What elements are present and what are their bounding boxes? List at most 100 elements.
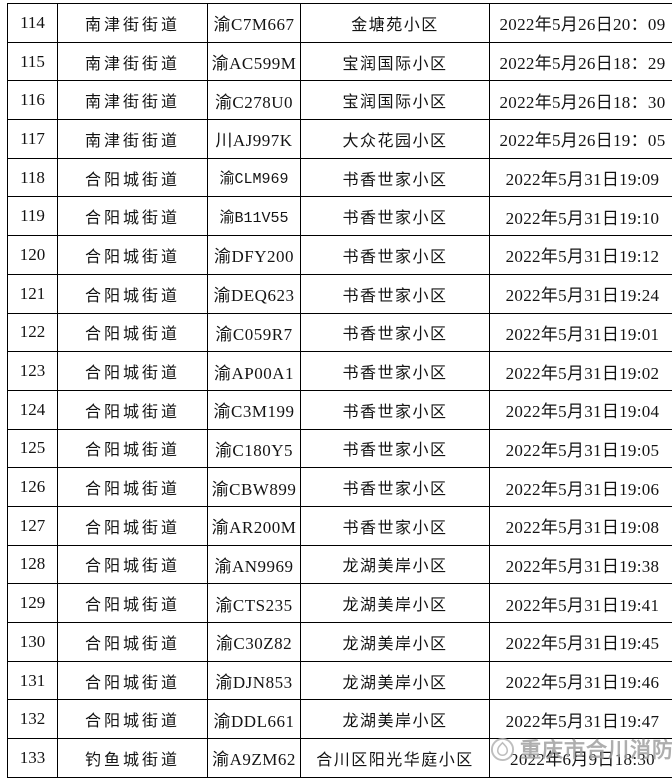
row-number: 131: [7, 660, 58, 701]
table-row: 126 合阳城街道 渝CBW899 书香世家小区 2022年5月31日19:06: [7, 467, 672, 507]
community-name: 宝润国际小区: [300, 80, 490, 121]
table-row: 122 合阳城街道 渝C059R7 书香世家小区 2022年5月31日19:01: [7, 312, 672, 353]
row-number: 115: [7, 41, 58, 82]
license-plate: 渝A9ZM62: [207, 738, 301, 778]
street-name: 南津街街道: [57, 41, 208, 82]
vehicle-record-table: 114 南津街街道 渝C7M667 金塘苑小区 2022年5月26日20：09 …: [7, 3, 672, 778]
row-number: 120: [7, 235, 58, 275]
row-number: 126: [7, 467, 58, 507]
row-number: 132: [7, 699, 58, 740]
record-datetime: 2022年5月26日18：29: [489, 41, 672, 82]
table-row: 125 合阳城街道 渝C180Y5 书香世家小区 2022年5月31日19:05: [7, 428, 672, 469]
table-row: 132 合阳城街道 渝DDL661 龙湖美岸小区 2022年5月31日19:47: [7, 699, 672, 740]
record-datetime: 2022年5月31日19:38: [489, 544, 672, 585]
record-datetime: 2022年5月31日19:05: [489, 428, 672, 469]
community-name: 书香世家小区: [300, 312, 490, 353]
table-row: 127 合阳城街道 渝AR200M 书香世家小区 2022年5月31日19:08: [7, 505, 672, 546]
row-number: 118: [7, 157, 58, 198]
community-name: 合川区阳光华庭小区: [300, 738, 490, 778]
community-name: 书香世家小区: [300, 273, 490, 314]
street-name: 合阳城街道: [57, 660, 208, 701]
table-row: 123 合阳城街道 渝AP00A1 书香世家小区 2022年5月31日19:02: [7, 351, 672, 391]
license-plate: 渝AP00A1: [207, 351, 301, 391]
community-name: 龙湖美岸小区: [300, 544, 490, 585]
record-datetime: 2022年5月26日18：30: [489, 80, 672, 121]
record-datetime: 2022年5月31日19:10: [489, 196, 672, 237]
record-datetime: 2022年5月31日19:08: [489, 505, 672, 546]
street-name: 合阳城街道: [57, 273, 208, 314]
license-plate: 渝DDL661: [207, 699, 301, 740]
street-name: 合阳城街道: [57, 699, 208, 740]
street-name: 合阳城街道: [57, 157, 208, 198]
row-number: 114: [7, 3, 58, 43]
street-name: 合阳城街道: [57, 505, 208, 546]
record-datetime: 2022年5月26日19：05: [489, 119, 672, 159]
row-number: 123: [7, 351, 58, 391]
license-plate: 渝AN9969: [207, 544, 301, 585]
license-plate: 渝B11V55: [207, 196, 301, 237]
community-name: 书香世家小区: [300, 157, 490, 198]
row-number: 117: [7, 119, 58, 159]
row-number: 116: [7, 80, 58, 121]
street-name: 合阳城街道: [57, 428, 208, 469]
community-name: 书香世家小区: [300, 467, 490, 507]
row-number: 124: [7, 389, 58, 430]
row-number: 129: [7, 583, 58, 623]
street-name: 南津街街道: [57, 80, 208, 121]
license-plate: 渝AC599M: [207, 41, 301, 82]
row-number: 125: [7, 428, 58, 469]
community-name: 书香世家小区: [300, 235, 490, 275]
table-row: 130 合阳城街道 渝C30Z82 龙湖美岸小区 2022年5月31日19:45: [7, 622, 672, 662]
community-name: 龙湖美岸小区: [300, 660, 490, 701]
license-plate: 渝C3M199: [207, 389, 301, 430]
street-name: 合阳城街道: [57, 235, 208, 275]
street-name: 合阳城街道: [57, 544, 208, 585]
street-name: 合阳城街道: [57, 389, 208, 430]
license-plate: 渝C7M667: [207, 3, 301, 43]
row-number: 127: [7, 505, 58, 546]
community-name: 宝润国际小区: [300, 41, 490, 82]
community-name: 书香世家小区: [300, 389, 490, 430]
license-plate: 渝C059R7: [207, 312, 301, 353]
license-plate: 渝C30Z82: [207, 622, 301, 662]
row-number: 121: [7, 273, 58, 314]
table-row: 114 南津街街道 渝C7M667 金塘苑小区 2022年5月26日20：09: [7, 3, 672, 43]
license-plate: 渝DFY200: [207, 235, 301, 275]
street-name: 合阳城街道: [57, 622, 208, 662]
table-row: 115 南津街街道 渝AC599M 宝润国际小区 2022年5月26日18：29: [7, 41, 672, 82]
table-row: 121 合阳城街道 渝DEQ623 书香世家小区 2022年5月31日19:24: [7, 273, 672, 314]
table-body: 114 南津街街道 渝C7M667 金塘苑小区 2022年5月26日20：09 …: [7, 3, 672, 778]
street-name: 合阳城街道: [57, 583, 208, 623]
license-plate: 渝DEQ623: [207, 273, 301, 314]
table-row: 118 合阳城街道 渝CLM969 书香世家小区 2022年5月31日19:09: [7, 157, 672, 198]
table-row: 120 合阳城街道 渝DFY200 书香世家小区 2022年5月31日19:12: [7, 235, 672, 275]
table-row: 124 合阳城街道 渝C3M199 书香世家小区 2022年5月31日19:04: [7, 389, 672, 430]
street-name: 合阳城街道: [57, 467, 208, 507]
license-plate: 川AJ997K: [207, 119, 301, 159]
community-name: 书香世家小区: [300, 505, 490, 546]
record-datetime: 2022年5月31日19:41: [489, 583, 672, 623]
table-row: 116 南津街街道 渝C278U0 宝润国际小区 2022年5月26日18：30: [7, 80, 672, 121]
community-name: 大众花园小区: [300, 119, 490, 159]
record-datetime: 2022年5月31日19:46: [489, 660, 672, 701]
record-datetime: 2022年5月31日19:02: [489, 351, 672, 391]
street-name: 钓鱼城街道: [57, 738, 208, 778]
license-plate: 渝DJN853: [207, 660, 301, 701]
table-row: 117 南津街街道 川AJ997K 大众花园小区 2022年5月26日19：05: [7, 119, 672, 159]
license-plate: 渝CLM969: [207, 157, 301, 198]
community-name: 龙湖美岸小区: [300, 699, 490, 740]
row-number: 128: [7, 544, 58, 585]
table-row: 129 合阳城街道 渝CTS235 龙湖美岸小区 2022年5月31日19:41: [7, 583, 672, 623]
row-number: 133: [7, 738, 58, 778]
license-plate: 渝AR200M: [207, 505, 301, 546]
record-datetime: 2022年6月9日18:30: [489, 738, 672, 778]
record-datetime: 2022年5月26日20：09: [489, 3, 672, 43]
record-datetime: 2022年5月31日19:04: [489, 389, 672, 430]
table-row: 119 合阳城街道 渝B11V55 书香世家小区 2022年5月31日19:10: [7, 196, 672, 237]
row-number: 130: [7, 622, 58, 662]
community-name: 龙湖美岸小区: [300, 622, 490, 662]
community-name: 龙湖美岸小区: [300, 583, 490, 623]
license-plate: 渝CTS235: [207, 583, 301, 623]
license-plate: 渝CBW899: [207, 467, 301, 507]
street-name: 合阳城街道: [57, 312, 208, 353]
